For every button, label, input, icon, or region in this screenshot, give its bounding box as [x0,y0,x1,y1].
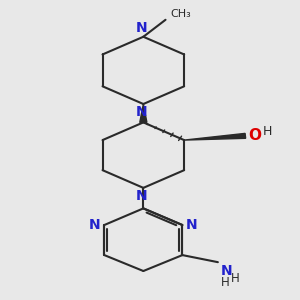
Text: CH₃: CH₃ [170,9,191,19]
Text: N: N [220,264,232,278]
Text: N: N [135,21,147,34]
Text: H: H [231,272,240,285]
Text: O: O [248,128,261,142]
Text: N: N [89,218,101,232]
Text: H: H [220,276,229,289]
Text: N: N [135,189,147,203]
Text: H: H [263,125,272,138]
Text: N: N [186,218,198,232]
Polygon shape [140,104,147,122]
Text: N: N [135,105,147,119]
Polygon shape [184,134,246,140]
